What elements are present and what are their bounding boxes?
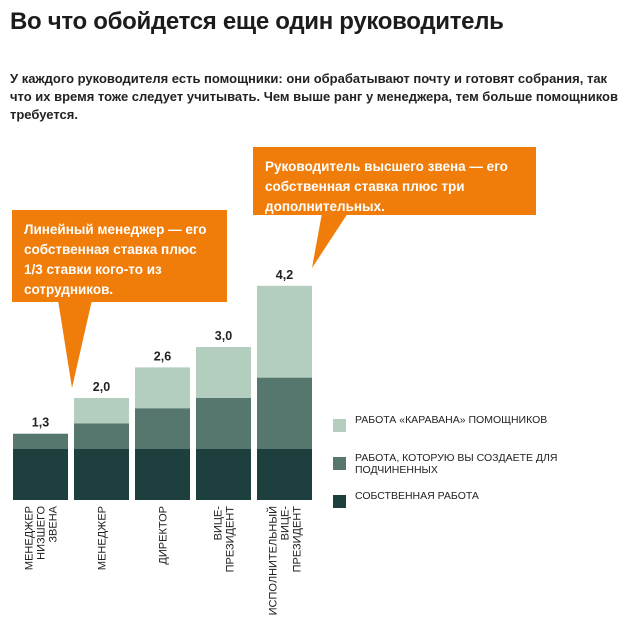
bar-segment-subordinates-3 bbox=[196, 398, 251, 449]
callout-left-pointer bbox=[58, 300, 92, 388]
legend-label-caravan: РАБОТА «КАРАВАНА» ПОМОЩНИКОВ bbox=[355, 414, 548, 426]
category-label-line: ПРЕЗИДЕНТ bbox=[292, 506, 304, 573]
category-label-line: ИСПОЛНИТЕЛЬНЫЙ bbox=[267, 506, 280, 615]
category-label: МЕНЕДЖЕР НИЗШЕГО ЗВЕНА bbox=[24, 505, 60, 570]
callout-line-manager: Линейный менеджер — его собственная став… bbox=[12, 210, 227, 302]
bar-segment-own_work-3 bbox=[196, 449, 251, 500]
bar-value-label: 1,3 bbox=[32, 416, 49, 430]
callout-top-executive: Руководитель высшего звена — его собстве… bbox=[253, 147, 536, 215]
category-label-line: ВИЦЕ- bbox=[213, 506, 225, 541]
category-label-line: НИЗШЕГО bbox=[36, 506, 48, 560]
bar-segment-subordinates-4 bbox=[257, 377, 312, 449]
bar-segment-own_work-2 bbox=[135, 449, 190, 500]
bar-segment-caravan-4 bbox=[257, 285, 312, 378]
category-label-line: ПРЕЗИДЕНТ bbox=[225, 506, 237, 573]
category-label: ИСПОЛНИТЕЛЬНЫЙ ВИЦЕ- ПРЕЗИДЕНТ bbox=[267, 506, 304, 616]
legend-label-subordinates: РАБОТА, КОТОРУЮ ВЫ СОЗДАЕТЕ ДЛЯ ПОДЧИНЕН… bbox=[355, 452, 558, 476]
legend-swatch-own-work bbox=[333, 495, 346, 508]
chart-subtitle: У каждого руководителя есть помощники: о… bbox=[10, 71, 618, 122]
callout-right-pointer bbox=[312, 213, 348, 268]
category-label-line: ЗВЕНА bbox=[48, 505, 60, 542]
bar-segment-subordinates-2 bbox=[135, 408, 190, 449]
bar-segment-caravan-1 bbox=[74, 398, 129, 424]
category-label-line: ВИЦЕ- bbox=[280, 506, 292, 541]
category-label: ДИРЕКТОР bbox=[158, 506, 170, 565]
bar-segment-subordinates-0 bbox=[13, 433, 68, 449]
category-label-line: МЕНЕДЖЕР bbox=[97, 506, 109, 570]
legend-swatch-caravan bbox=[333, 419, 346, 432]
bar-segment-caravan-2 bbox=[135, 367, 190, 409]
bar-segment-own_work-0 bbox=[13, 449, 68, 500]
legend-swatch-subordinates bbox=[333, 457, 346, 470]
bar-value-label: 3,0 bbox=[215, 329, 232, 343]
bar-value-label: 4,2 bbox=[276, 268, 293, 282]
bar-segment-own_work-4 bbox=[257, 449, 312, 500]
bar-value-label: 2,0 bbox=[93, 380, 110, 394]
bar-value-label: 2,6 bbox=[154, 349, 171, 363]
bar-segment-subordinates-1 bbox=[74, 423, 129, 449]
legend-label-own-work: СОБСТВЕННАЯ РАБОТА bbox=[355, 490, 479, 502]
category-label-line: ДИРЕКТОР bbox=[158, 506, 170, 565]
chart-title: Во что обойдется еще один руководитель bbox=[10, 8, 504, 35]
category-label: ВИЦЕ- ПРЕЗИДЕНТ bbox=[213, 506, 237, 573]
bar-segment-caravan-3 bbox=[196, 347, 251, 398]
bar-segment-own_work-1 bbox=[74, 449, 129, 500]
category-label-line: МЕНЕДЖЕР bbox=[24, 506, 36, 570]
category-label: МЕНЕДЖЕР bbox=[97, 506, 109, 570]
